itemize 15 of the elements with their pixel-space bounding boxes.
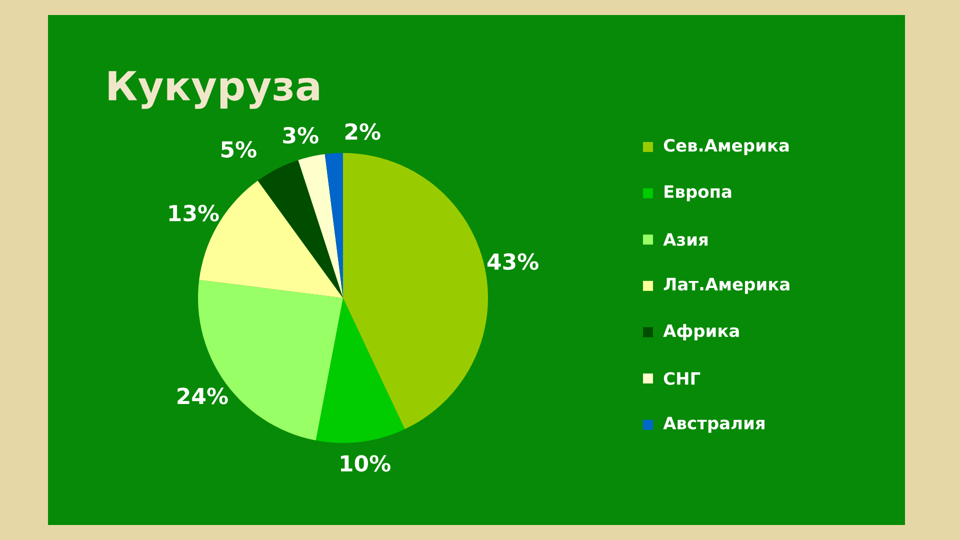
data-label: 24% — [178, 388, 228, 404]
data-label: 13% — [169, 204, 219, 222]
data-label: 5% — [221, 141, 256, 158]
legend-label: Сев.Америка — [664, 138, 789, 156]
data-label: 2% — [345, 123, 380, 140]
chart-title: Кукуруза — [108, 71, 319, 109]
legend-label: Африка — [663, 324, 739, 340]
legend-label: Лат.Америка — [664, 278, 790, 294]
data-label: 10% — [340, 455, 390, 472]
legend-label: Европа — [664, 185, 732, 202]
data-label: 3% — [283, 126, 318, 144]
legend-label: Австралия — [663, 416, 764, 433]
legend-label: СНГ — [664, 372, 700, 385]
legend-label: Азия — [663, 233, 708, 246]
data-label: 43% — [487, 253, 538, 270]
